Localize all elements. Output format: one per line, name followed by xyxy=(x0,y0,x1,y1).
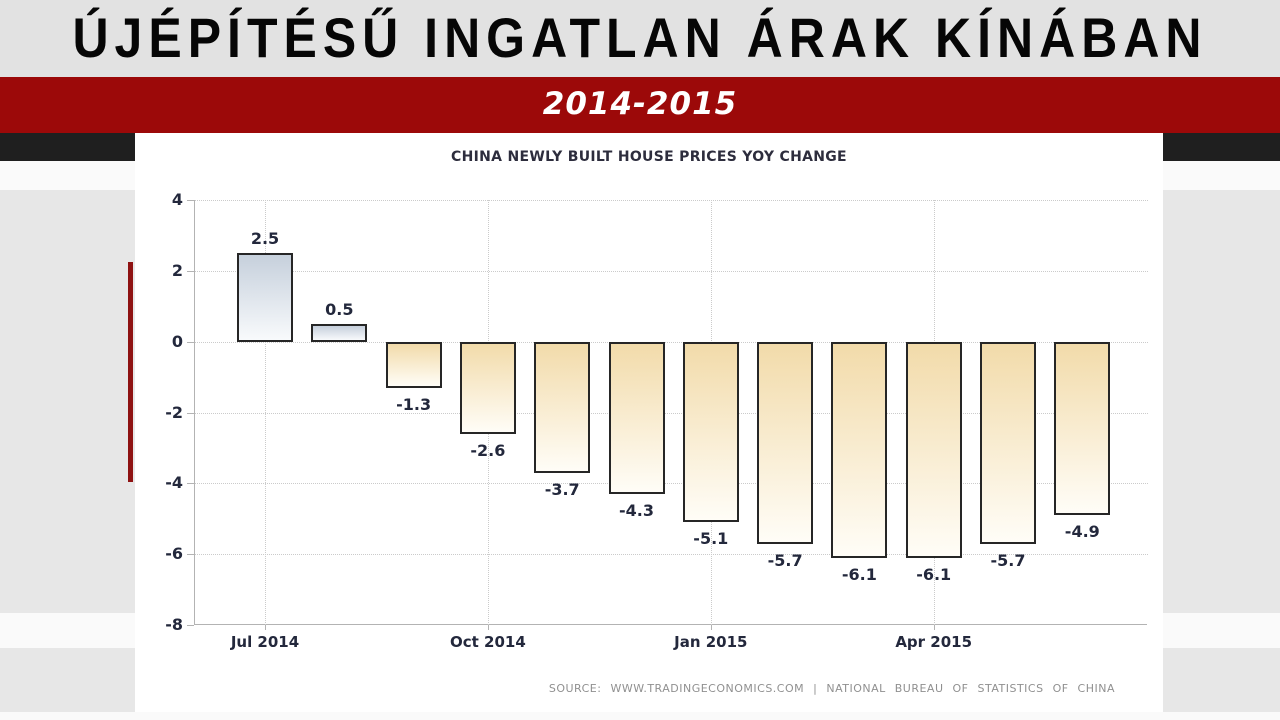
h-gridline xyxy=(195,270,1148,272)
chart-title: CHINA NEWLY BUILT HOUSE PRICES YOY CHANG… xyxy=(451,149,847,165)
y-axis-tick xyxy=(187,483,194,485)
y-axis-tick xyxy=(187,412,194,414)
bar-value-label: -5.7 xyxy=(767,550,803,570)
bar-value-label: -4.3 xyxy=(619,500,654,520)
y-tick-label: -2 xyxy=(165,402,183,422)
bar-value-label: -3.7 xyxy=(544,479,580,499)
chart-panel: CHINA NEWLY BUILT HOUSE PRICES YOY CHANG… xyxy=(135,133,1163,712)
bar-value-label: -5.7 xyxy=(990,550,1026,570)
left-red-accent-bar xyxy=(128,262,133,482)
plot-area: 4 2 0 -2 -4 -6 -8 Jul 2014 Oct 2014 Jan 2015 Apr 2… xyxy=(165,190,1148,651)
page-title: ÚJÉPÍTÉSŰ INGATLAN ÁRAK KÍNÁBAN xyxy=(72,6,1208,70)
bar-value-label: 2.5 xyxy=(250,229,280,249)
x-tick-label: Oct 2014 xyxy=(449,633,526,651)
bar-value-label: -2.6 xyxy=(470,440,506,460)
y-axis-tick xyxy=(187,625,194,626)
x-tick-label: Apr 2015 xyxy=(895,633,973,651)
bar xyxy=(905,341,962,558)
bar xyxy=(757,341,814,544)
x-axis-tick xyxy=(265,625,266,630)
x-axis-tick xyxy=(710,625,712,630)
bar xyxy=(385,341,442,388)
h-gridline xyxy=(195,412,1148,414)
bar xyxy=(237,253,293,342)
x-axis-tick xyxy=(487,625,489,630)
y-tick-label: -4 xyxy=(165,473,183,493)
bar-value-label: -5.1 xyxy=(693,529,729,549)
bar xyxy=(682,341,739,523)
h-gridline xyxy=(195,483,1148,485)
y-axis-tick xyxy=(187,200,194,201)
bar-value-label: -6.1 xyxy=(916,564,952,584)
v-gridline xyxy=(265,200,266,625)
y-tick-label: 0 xyxy=(171,331,183,351)
bar xyxy=(980,341,1036,544)
bar-value-label: -4.9 xyxy=(1064,522,1100,542)
bar xyxy=(608,341,665,494)
y-tick-label: 2 xyxy=(171,260,183,280)
header-band: ÚJÉPÍTÉSŰ INGATLAN ÁRAK KÍNÁBAN xyxy=(0,0,1280,77)
x-tick-label: Jan 2015 xyxy=(674,633,748,651)
subtitle-band: 2014-2015 xyxy=(0,77,1280,133)
bar xyxy=(311,323,368,342)
h-gridline xyxy=(195,341,1148,343)
chart-source-text: SOURCE: WWW.TRADINGECONOMICS.COM | NATIO… xyxy=(548,682,1115,695)
x-tick-label: Jul 2014 xyxy=(230,633,300,651)
bar xyxy=(831,341,888,558)
bar xyxy=(1054,341,1111,516)
x-axis-tick xyxy=(933,625,935,630)
h-gridline xyxy=(195,554,1148,556)
y-axis-tick xyxy=(187,270,194,272)
y-axis-tick xyxy=(187,554,194,556)
bar-value-label: -1.3 xyxy=(396,394,432,414)
bar-value-label: 0.5 xyxy=(325,299,354,319)
bar xyxy=(459,341,516,434)
h-gridline xyxy=(195,200,1148,201)
page-subtitle: 2014-2015 xyxy=(542,86,738,122)
y-tick-label: -8 xyxy=(165,615,183,634)
y-tick-label: -6 xyxy=(165,544,183,564)
y-tick-label: 4 xyxy=(171,190,183,209)
bar xyxy=(534,341,591,473)
bar-value-label: -6.1 xyxy=(841,564,877,584)
y-axis-tick xyxy=(187,341,194,343)
